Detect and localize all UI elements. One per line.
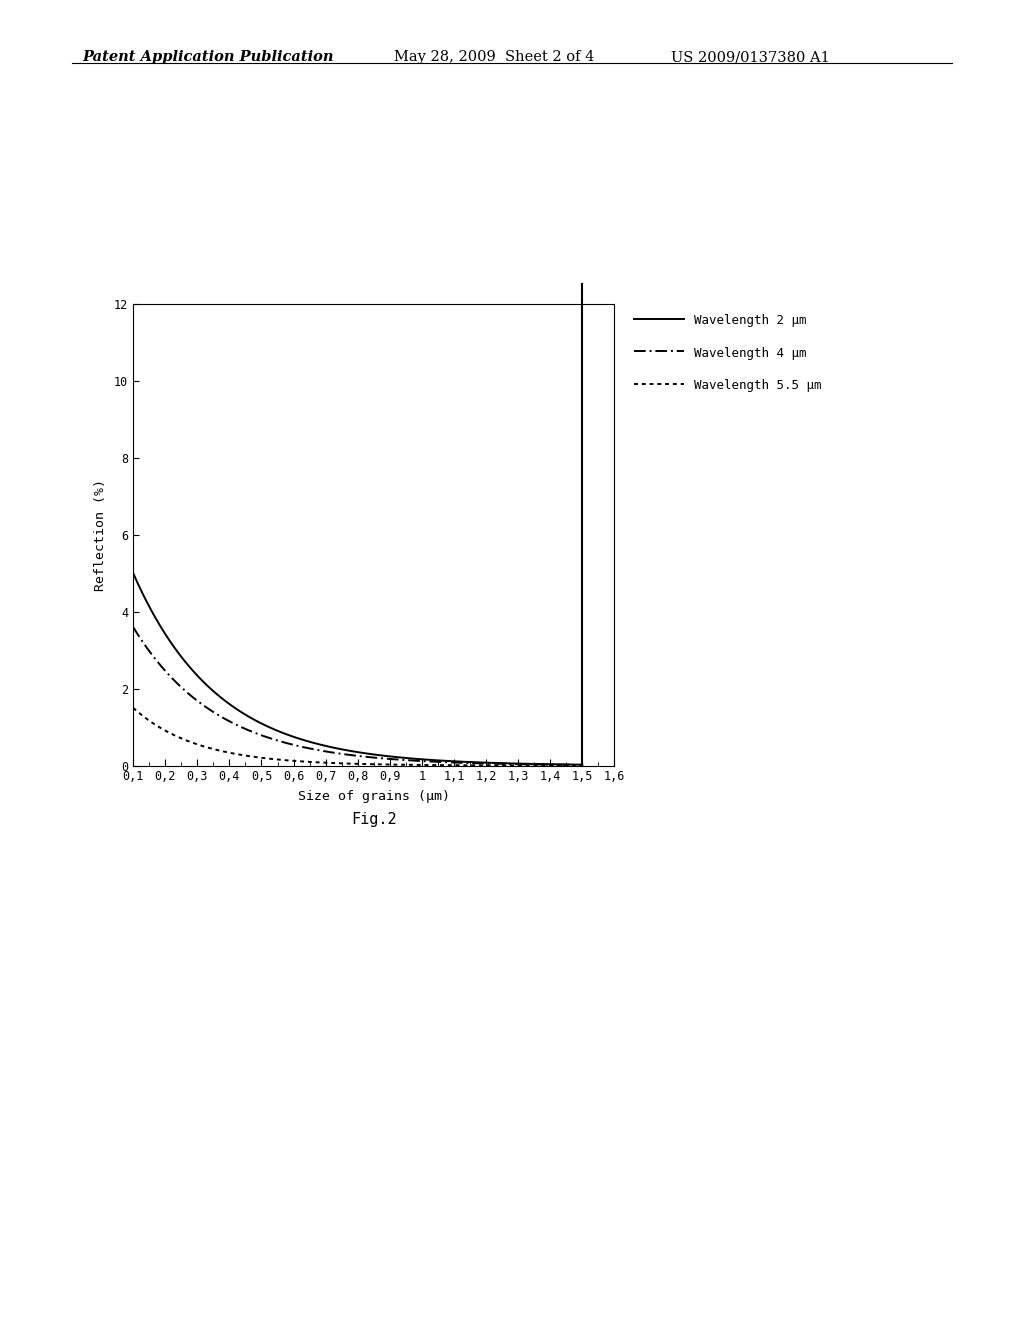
Legend: Wavelength 2 μm, Wavelength 4 μm, Wavelength 5.5 μm: Wavelength 2 μm, Wavelength 4 μm, Wavele…: [631, 310, 825, 396]
Text: Patent Application Publication: Patent Application Publication: [82, 50, 334, 65]
Y-axis label: Reflection (%): Reflection (%): [94, 479, 108, 590]
Text: US 2009/0137380 A1: US 2009/0137380 A1: [671, 50, 829, 65]
X-axis label: Size of grains (μm): Size of grains (μm): [298, 791, 450, 804]
Text: Fig.2: Fig.2: [351, 812, 396, 826]
Text: May 28, 2009  Sheet 2 of 4: May 28, 2009 Sheet 2 of 4: [394, 50, 595, 65]
